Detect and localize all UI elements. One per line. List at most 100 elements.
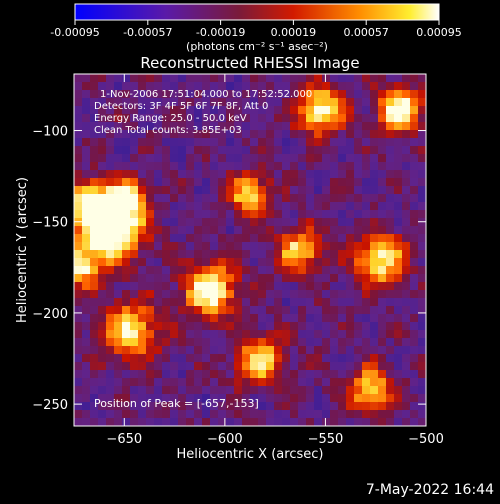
heatmap-cell	[226, 122, 235, 131]
heatmap-cell	[258, 210, 267, 219]
heatmap-cell	[90, 226, 99, 235]
heatmap-cell	[194, 122, 203, 131]
heatmap-cell	[226, 114, 235, 123]
heatmap-cell	[154, 266, 163, 275]
heatmap-cell	[106, 186, 115, 195]
heatmap-cell	[338, 242, 347, 251]
heatmap-cell	[234, 170, 243, 179]
heatmap-cell	[130, 242, 139, 251]
heatmap-cell	[362, 314, 371, 323]
heatmap-cell	[170, 210, 179, 219]
heatmap-cell	[82, 242, 91, 251]
heatmap-cell	[266, 282, 275, 291]
heatmap-cell	[250, 274, 259, 283]
heatmap-cell	[338, 354, 347, 363]
heatmap-cell	[138, 346, 147, 355]
heatmap-cell	[90, 386, 99, 395]
heatmap-cell	[162, 226, 171, 235]
heatmap-cell	[98, 370, 107, 379]
heatmap-cell	[418, 402, 426, 411]
heatmap-cell	[242, 394, 251, 403]
heatmap-cell	[218, 378, 227, 387]
heatmap-cell	[338, 82, 347, 91]
heatmap-cell	[90, 362, 99, 371]
heatmap-cell	[410, 114, 419, 123]
heatmap-cell	[378, 74, 387, 83]
heatmap-cell	[154, 282, 163, 291]
heatmap-cell	[218, 202, 227, 211]
heatmap-cell	[194, 210, 203, 219]
heatmap-cell	[154, 106, 163, 115]
heatmap-cell	[210, 306, 219, 315]
heatmap-cell	[154, 162, 163, 171]
heatmap-cell	[354, 218, 363, 227]
heatmap-cell	[122, 122, 131, 131]
heatmap-cell	[170, 98, 179, 107]
heatmap-cell	[290, 122, 299, 131]
heatmap-cell	[394, 378, 403, 387]
heatmap-cell	[322, 370, 331, 379]
heatmap-cell	[226, 74, 235, 83]
heatmap-cell	[194, 114, 203, 123]
heatmap-cell	[202, 418, 211, 426]
heatmap-cell	[330, 370, 339, 379]
heatmap-cell	[122, 282, 131, 291]
heatmap-cell	[114, 330, 123, 339]
heatmap-cell	[106, 274, 115, 283]
heatmap-cell	[146, 202, 155, 211]
heatmap-cell	[290, 306, 299, 315]
heatmap-cell	[210, 218, 219, 227]
heatmap-cell	[210, 106, 219, 115]
heatmap-cell	[354, 242, 363, 251]
heatmap-cell	[162, 370, 171, 379]
heatmap-cell	[122, 266, 131, 275]
heatmap-cell	[130, 170, 139, 179]
heatmap-cell	[154, 218, 163, 227]
heatmap-cell	[178, 362, 187, 371]
heatmap-cell	[226, 330, 235, 339]
heatmap-cell	[274, 306, 283, 315]
heatmap-cell	[146, 418, 155, 426]
heatmap-cell	[178, 274, 187, 283]
heatmap-cell	[282, 314, 291, 323]
heatmap-cell	[138, 354, 147, 363]
heatmap-cell	[306, 394, 315, 403]
heatmap-cell	[170, 298, 179, 307]
heatmap-cell	[338, 378, 347, 387]
heatmap-cell	[130, 378, 139, 387]
heatmap-cell	[274, 274, 283, 283]
heatmap-cell	[330, 394, 339, 403]
heatmap-cell	[186, 362, 195, 371]
heatmap-cell	[226, 154, 235, 163]
heatmap-cell	[362, 266, 371, 275]
heatmap-cell	[234, 410, 243, 419]
heatmap-cell	[290, 194, 299, 203]
heatmap-cell	[154, 322, 163, 331]
heatmap-cell	[362, 242, 371, 251]
heatmap-cell	[226, 346, 235, 355]
heatmap-cell	[354, 258, 363, 267]
heatmap-cell	[130, 330, 139, 339]
heatmap-cell	[362, 170, 371, 179]
heatmap-cell	[314, 362, 323, 371]
heatmap-cell	[258, 106, 267, 115]
heatmap-cell	[162, 146, 171, 155]
heatmap-cell	[314, 202, 323, 211]
heatmap-cell	[378, 250, 387, 259]
heatmap-cell	[130, 202, 139, 211]
heatmap-cell	[242, 106, 251, 115]
heatmap-cell	[378, 90, 387, 99]
heatmap-cell	[298, 114, 307, 123]
heatmap-cell	[346, 130, 355, 139]
heatmap-cell	[122, 138, 131, 147]
heatmap-cell	[386, 162, 395, 171]
heatmap-cell	[370, 306, 379, 315]
heatmap-cell	[218, 298, 227, 307]
heatmap-cell	[338, 250, 347, 259]
heatmap-cell	[226, 418, 235, 426]
heatmap-cell	[354, 362, 363, 371]
heatmap-cell	[282, 410, 291, 419]
heatmap-cell	[330, 162, 339, 171]
heatmap-cell	[274, 290, 283, 299]
heatmap-cell	[362, 250, 371, 259]
